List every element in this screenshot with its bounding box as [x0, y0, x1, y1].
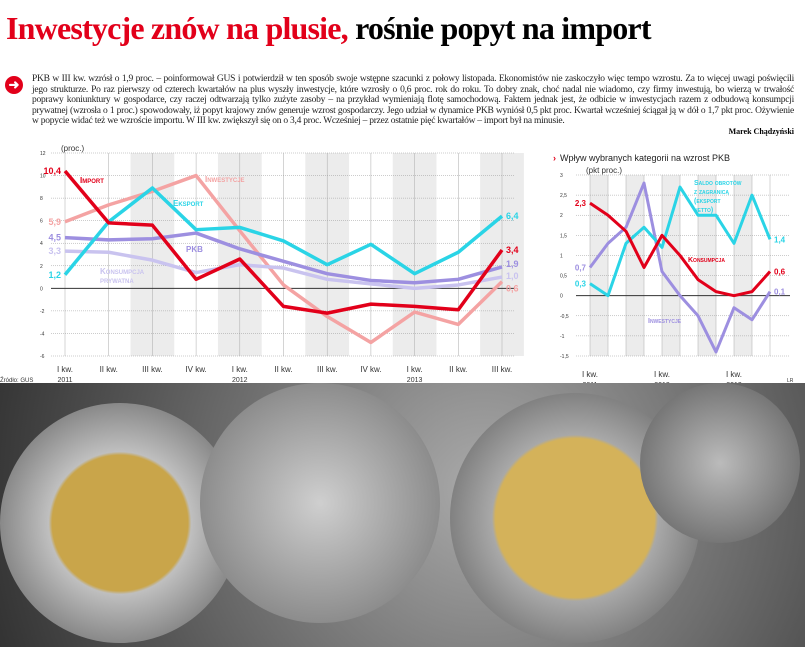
y-tick-label: 1,5 — [560, 233, 567, 239]
y-axis-unit: (proc.) — [61, 144, 84, 153]
bullet-icon: › — [553, 153, 556, 163]
series-name-label: (eksport — [694, 198, 721, 205]
start-value-label: 1,2 — [48, 270, 61, 280]
start-value-label: 5,9 — [48, 217, 61, 227]
series-line-pkb — [64, 231, 503, 285]
x-tick-label: I kw. — [582, 370, 598, 379]
x-tick-label: IV kw. — [360, 365, 381, 374]
x-tick-label: III kw. — [142, 365, 162, 374]
y-tick-label: 0 — [560, 294, 563, 300]
coins-photo — [0, 383, 805, 647]
series-line-inwestycje — [64, 173, 504, 345]
shade-band — [698, 175, 716, 356]
y-axis-unit: (pkt proc.) — [586, 166, 622, 175]
lead-box: PKB w III kw. wzrósł o 1,9 proc. – poinf… — [32, 74, 794, 136]
series-line-import — [63, 169, 504, 315]
source-note: Źródło: GUS — [0, 377, 33, 384]
end-value-label: 0,6 — [774, 268, 786, 277]
y-tick-label: 8 — [40, 196, 43, 202]
shade-band — [662, 175, 680, 356]
end-value-label: 1,4 — [774, 235, 786, 244]
lead-paragraph: PKB w III kw. wzrósł o 1,9 proc. – poinf… — [32, 74, 794, 127]
series-name-label: Konsumpcja — [100, 267, 145, 276]
series-line-inwestycje — [588, 181, 772, 354]
start-value-label: 3,3 — [48, 246, 61, 256]
start-value-label: 10,4 — [43, 166, 61, 176]
series-name-label: Eksport — [173, 199, 204, 208]
x-tick-label: II kw. — [100, 365, 118, 374]
series-name-label: prywatna — [100, 276, 134, 285]
shade-band — [626, 175, 644, 356]
series-name-label: Import — [80, 176, 104, 185]
y-tick-label: 2 — [560, 213, 563, 219]
x-tick-label: I kw. — [654, 370, 670, 379]
y-tick-label: -4 — [40, 331, 45, 337]
credit: LR — [787, 378, 794, 384]
end-value-label: 1,0 — [506, 271, 519, 281]
end-value-label: 0,1 — [774, 288, 786, 297]
start-value-label: 4,5 — [48, 233, 61, 243]
x-tick-label: II kw. — [274, 365, 292, 374]
y-tick-label: 0,5 — [560, 274, 567, 280]
series-name-label: netto) — [694, 207, 713, 214]
y-tick-label: 1 — [560, 253, 563, 259]
x-tick-label: III kw. — [317, 365, 337, 374]
series-line-konsumpcja — [589, 201, 772, 298]
y-tick-label: -6 — [40, 354, 45, 360]
x-tick-label: III kw. — [492, 365, 512, 374]
series-name-label: PKB — [186, 245, 203, 254]
x-tick-label: I kw. — [57, 365, 73, 374]
series-name-label: Inwestycje — [205, 175, 245, 184]
start-value-label: 0,3 — [575, 280, 587, 289]
end-value-label: 6,4 — [506, 211, 519, 221]
x-tick-label: I kw. — [232, 365, 248, 374]
series-name-label: Konsumpcja — [688, 257, 725, 264]
y-tick-label: -2 — [40, 309, 45, 315]
start-value-label: 0,7 — [575, 264, 587, 273]
x-tick-year: 2013 — [407, 377, 423, 384]
y-tick-label: 4 — [40, 241, 43, 247]
y-tick-label: 3 — [560, 173, 563, 179]
end-value-label: 0,6 — [506, 284, 519, 294]
x-tick-label: IV kw. — [185, 365, 206, 374]
headline: Inwestycje znów na plusie, rośnie popyt … — [6, 10, 652, 46]
end-value-label: 3,4 — [506, 245, 519, 255]
y-tick-label: 2 — [40, 264, 43, 270]
y-tick-label: 2,5 — [560, 193, 567, 199]
series-name-label: Inwestycje — [648, 318, 682, 325]
arrow-right-icon: ➜ — [5, 76, 23, 94]
y-tick-label: 0 — [40, 286, 43, 292]
series-line-saldo-obrot-w-z-zagranic-eksport-netto- — [589, 185, 772, 298]
series-name-label: Saldo obrotów — [694, 179, 742, 187]
series-name-label: z zagranicą — [694, 189, 729, 196]
start-value-label: 2,3 — [575, 199, 587, 208]
x-tick-year: 2011 — [57, 377, 72, 384]
chart-title: Wpływ wybranych kategorii na wzrost PKB — [560, 153, 730, 163]
series-line-eksport — [63, 186, 504, 276]
shade-band — [590, 175, 608, 356]
author: Marek Chądzyński — [728, 126, 794, 136]
end-value-label: 1,9 — [506, 259, 519, 269]
y-tick-label: -1,5 — [560, 354, 569, 360]
y-tick-label: 10 — [40, 174, 46, 180]
y-tick-label: -0,5 — [560, 314, 569, 320]
x-tick-label: I kw. — [407, 365, 423, 374]
y-tick-label: 6 — [40, 219, 43, 225]
x-tick-label: I kw. — [726, 370, 742, 379]
series-line-konsumpcja-prywatna — [64, 249, 503, 291]
y-tick-label: 12 — [40, 151, 46, 157]
x-tick-label: II kw. — [449, 365, 467, 374]
y-tick-label: -1 — [560, 334, 565, 340]
x-tick-year: 2012 — [232, 377, 248, 384]
